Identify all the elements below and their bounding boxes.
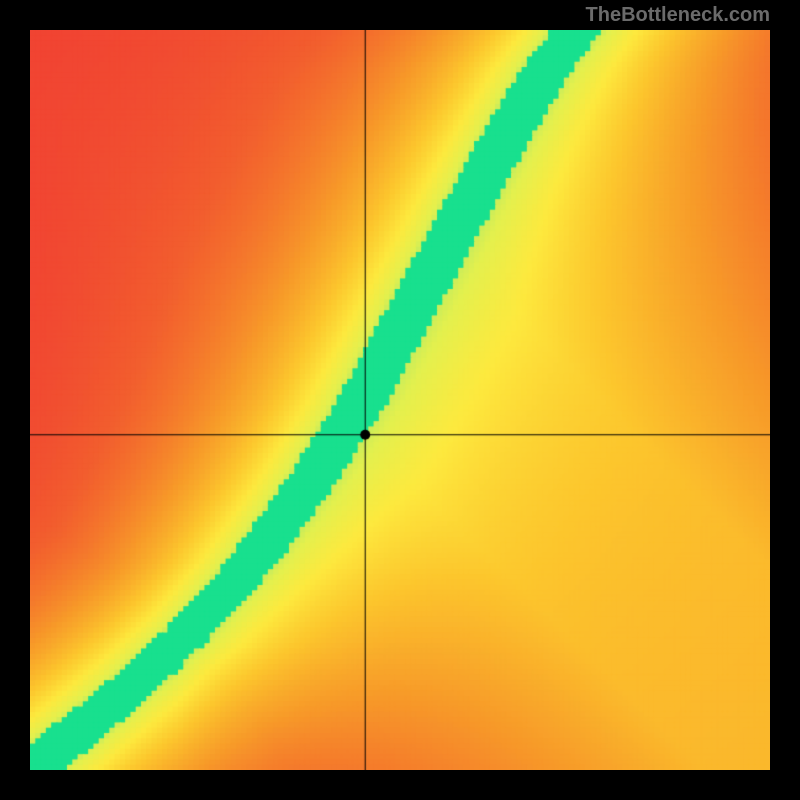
- watermark-text: TheBottleneck.com: [586, 4, 770, 27]
- bottleneck-heatmap: [30, 30, 770, 770]
